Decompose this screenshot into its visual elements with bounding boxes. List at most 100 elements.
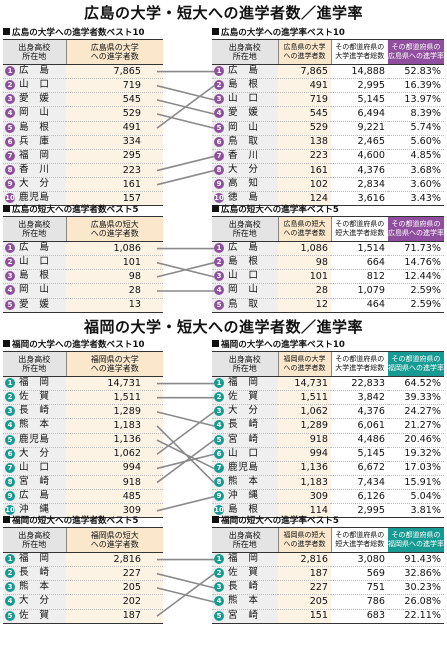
total-cell: 4,376 xyxy=(331,163,388,179)
prefecture-name: 鹿児島 xyxy=(228,461,258,473)
table-row: 9 大分 161 xyxy=(3,177,163,193)
count-cell: 994 xyxy=(278,447,331,462)
header-total: その都道府県の 大学進学者総数 xyxy=(330,39,388,65)
table-row: 1 福岡 14,731 xyxy=(3,376,163,392)
prefecture-name: 高知 xyxy=(228,178,258,190)
origin-cell: 5 佐賀 xyxy=(3,609,66,624)
prefecture-name: 熊本 xyxy=(19,419,49,431)
rate-cell: 22.11% xyxy=(388,609,444,624)
prefecture-name: 福岡 xyxy=(228,377,258,388)
table-row: 1 広島 1,086 xyxy=(3,241,163,257)
rate-cell: 64.52% xyxy=(388,376,444,392)
table-row: 10 鹿児島 157 xyxy=(3,191,163,207)
origin-cell: 5 鹿児島 xyxy=(3,433,66,448)
count-cell: 101 xyxy=(278,269,331,285)
rank-number-badge: 4 xyxy=(5,285,15,296)
square-bullet-icon xyxy=(212,28,219,35)
table-row: 8 香川 223 xyxy=(3,163,163,179)
header-origin: 出身高校 所在地 xyxy=(212,39,278,65)
count-cell: 202 xyxy=(66,594,163,610)
header-total: その都道府県の 短大進学者総数 xyxy=(330,216,388,242)
total-cell: 6,126 xyxy=(331,489,388,505)
section-title: 福岡の大学への進学率ベスト10 xyxy=(212,339,444,351)
table-row: 1 福岡 2,816 xyxy=(3,552,163,568)
count-cell: 1,062 xyxy=(278,404,331,420)
table-row: 3 山口 719 5,145 13.97% xyxy=(212,92,444,108)
rate-cell: 13.97% xyxy=(388,92,444,108)
rate-cell: 20.46% xyxy=(388,433,444,448)
rank-number-badge: 2 xyxy=(214,392,224,403)
rate-cell: 2.59% xyxy=(388,298,444,313)
section-title: 広島の大学への進学率ベスト10 xyxy=(212,27,444,39)
header-rate: その都道府県の 福岡県への進学率 xyxy=(388,351,444,377)
prefecture-name: 熊本 xyxy=(228,595,258,607)
prefecture-name: 山口 xyxy=(19,461,49,473)
count-cell: 223 xyxy=(278,149,331,164)
count-cell: 187 xyxy=(278,566,331,582)
count-cell: 205 xyxy=(66,580,163,596)
origin-cell: 4 愛媛 xyxy=(212,106,278,122)
fukuoka-title: 福岡の大学・短大への進学者数／進学率 xyxy=(83,318,363,336)
table-row: 1 広島 7,865 xyxy=(3,64,163,80)
rank-number-badge: 5 xyxy=(214,122,224,133)
prefecture-name: 鹿児島 xyxy=(19,192,49,204)
rank-number-badge: 6 xyxy=(5,448,15,459)
origin-cell: 7 鹿児島 xyxy=(212,461,278,476)
table-row: 5 宮崎 151 683 22.11% xyxy=(212,609,444,624)
rank-number-badge: 5 xyxy=(5,122,15,133)
table-row: 5 宮崎 918 4,486 20.46% xyxy=(212,433,444,448)
prefecture-name: 佐賀 xyxy=(19,609,49,621)
header-total: その都道府県の 大学進学者総数 xyxy=(330,351,388,377)
rate-cell: 15.91% xyxy=(388,475,444,491)
table-row: 3 熊本 205 xyxy=(3,580,163,596)
rank-number-badge: 6 xyxy=(214,136,224,147)
prefecture-name: 長崎 xyxy=(228,581,258,593)
rank-connector-line xyxy=(156,85,215,129)
section-title-text: 福岡の短大への進学者数ベスト5 xyxy=(12,516,139,526)
count-cell: 1,086 xyxy=(278,241,331,257)
rate-cell: 21.27% xyxy=(388,418,444,434)
rank-connector-line xyxy=(156,587,215,603)
count-cell: 1,183 xyxy=(278,475,331,491)
rank-number-badge: 5 xyxy=(214,610,224,621)
rate-cell: 5.60% xyxy=(388,135,444,150)
section-title: 福岡の短大への進学率ベスト5 xyxy=(212,515,444,527)
prefecture-name: 香川 xyxy=(228,149,258,161)
table-row: 5 鳥取 12 464 2.59% xyxy=(212,298,444,313)
header-count: 広島県の短大 への進学者数 xyxy=(65,216,163,242)
origin-cell: 1 福岡 xyxy=(3,552,66,568)
rank-number-badge: 3 xyxy=(5,582,15,593)
rate-cell: 4.85% xyxy=(388,149,444,164)
rank-number-badge: 10 xyxy=(5,505,15,516)
rank-number-badge: 8 xyxy=(214,165,224,176)
rate-cell: 16.39% xyxy=(388,78,444,94)
origin-cell: 1 広島 xyxy=(3,241,66,257)
table-row: 6 兵庫 334 xyxy=(3,135,163,150)
rank-number-badge: 1 xyxy=(214,243,224,254)
rank-number-badge: 4 xyxy=(214,596,224,607)
ranking-table: 出身高校 所在地 福岡県の大学 への進学者数 1 福岡 14,731 2 佐賀 1,511 3 長… xyxy=(3,351,163,519)
table-row: 1 広島 1,086 1,514 71.73% xyxy=(212,241,444,257)
count-cell: 14,731 xyxy=(66,376,163,392)
rank-number-badge: 4 xyxy=(214,108,224,119)
rate-cell: 3.68% xyxy=(388,163,444,179)
rank-number-badge: 3 xyxy=(214,271,224,282)
origin-cell: 4 熊本 xyxy=(212,594,278,610)
hiroshima-univ-rate-section: 広島の大学への進学率ベスト10 出身高校 所在地 広島県の大学 への進学者数 その都道… xyxy=(212,27,444,207)
rate-cell: 32.86% xyxy=(388,566,444,582)
table-row: 7 鹿児島 1,136 6,672 17.03% xyxy=(212,461,444,476)
rank-number-badge: 3 xyxy=(214,94,224,105)
rank-number-badge: 1 xyxy=(5,243,15,254)
section-title: 広島の大学への進学者数ベスト10 xyxy=(3,27,163,39)
rank-number-badge: 3 xyxy=(214,406,224,417)
count-cell: 529 xyxy=(278,121,331,136)
prefecture-name: 大分 xyxy=(228,405,258,417)
origin-cell: 7 香川 xyxy=(212,149,278,164)
origin-cell: 7 山口 xyxy=(3,461,66,476)
table-row: 5 岡山 529 9,221 5.74% xyxy=(212,121,444,136)
rank-number-badge: 6 xyxy=(214,448,224,459)
table-row: 1 福岡 14,731 22,833 64.52% xyxy=(212,376,444,392)
square-bullet-icon xyxy=(3,516,10,523)
table-row: 2 佐賀 1,511 3,842 39.33% xyxy=(212,390,444,406)
origin-cell: 1 福岡 xyxy=(212,552,278,568)
